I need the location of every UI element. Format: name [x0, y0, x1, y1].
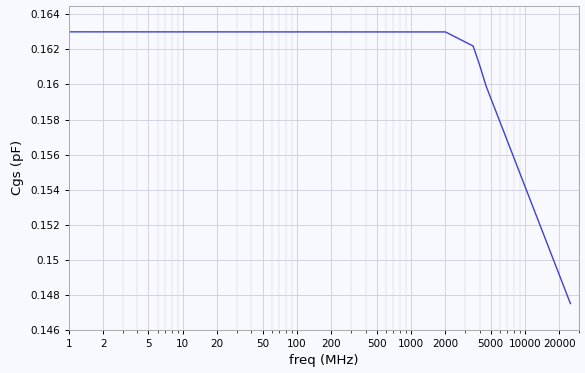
Y-axis label: Cgs (pF): Cgs (pF)	[11, 140, 25, 195]
X-axis label: freq (MHz): freq (MHz)	[290, 354, 359, 367]
